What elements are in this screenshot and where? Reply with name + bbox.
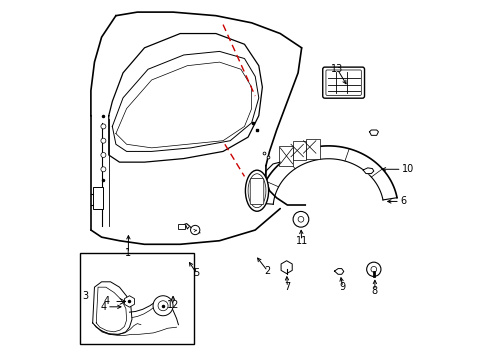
Text: 4: 4 — [101, 302, 107, 312]
Circle shape — [370, 266, 376, 272]
Text: 5: 5 — [193, 268, 199, 278]
Bar — [305, 139, 320, 158]
Polygon shape — [334, 269, 343, 274]
Circle shape — [292, 211, 308, 227]
Circle shape — [158, 301, 168, 311]
Ellipse shape — [245, 170, 268, 211]
FancyBboxPatch shape — [322, 67, 364, 98]
Circle shape — [101, 138, 106, 143]
Bar — [279, 146, 293, 166]
Text: 13: 13 — [330, 64, 343, 74]
Circle shape — [190, 225, 200, 235]
Ellipse shape — [247, 174, 265, 208]
Text: 7: 7 — [284, 282, 290, 292]
Text: 11: 11 — [295, 236, 307, 246]
Circle shape — [153, 296, 173, 316]
Circle shape — [101, 153, 106, 157]
Text: 12: 12 — [166, 300, 179, 310]
Bar — [178, 224, 184, 229]
Text: 3: 3 — [82, 291, 88, 301]
Circle shape — [298, 216, 303, 222]
Text: 8: 8 — [371, 286, 377, 296]
FancyBboxPatch shape — [325, 70, 361, 95]
Text: 6: 6 — [399, 197, 405, 206]
Polygon shape — [93, 282, 132, 334]
Text: 4: 4 — [103, 296, 110, 306]
Circle shape — [101, 124, 106, 129]
Text: 2: 2 — [264, 266, 270, 276]
Bar — [293, 141, 305, 160]
Circle shape — [101, 167, 106, 172]
Text: 10: 10 — [401, 164, 413, 174]
Bar — [80, 253, 194, 344]
Polygon shape — [363, 168, 373, 174]
Circle shape — [366, 262, 380, 276]
Polygon shape — [96, 287, 126, 332]
Text: 1: 1 — [125, 248, 131, 258]
Polygon shape — [369, 130, 378, 135]
FancyBboxPatch shape — [165, 275, 184, 291]
Text: 9: 9 — [339, 282, 345, 292]
Bar — [93, 187, 103, 208]
FancyBboxPatch shape — [250, 179, 263, 204]
